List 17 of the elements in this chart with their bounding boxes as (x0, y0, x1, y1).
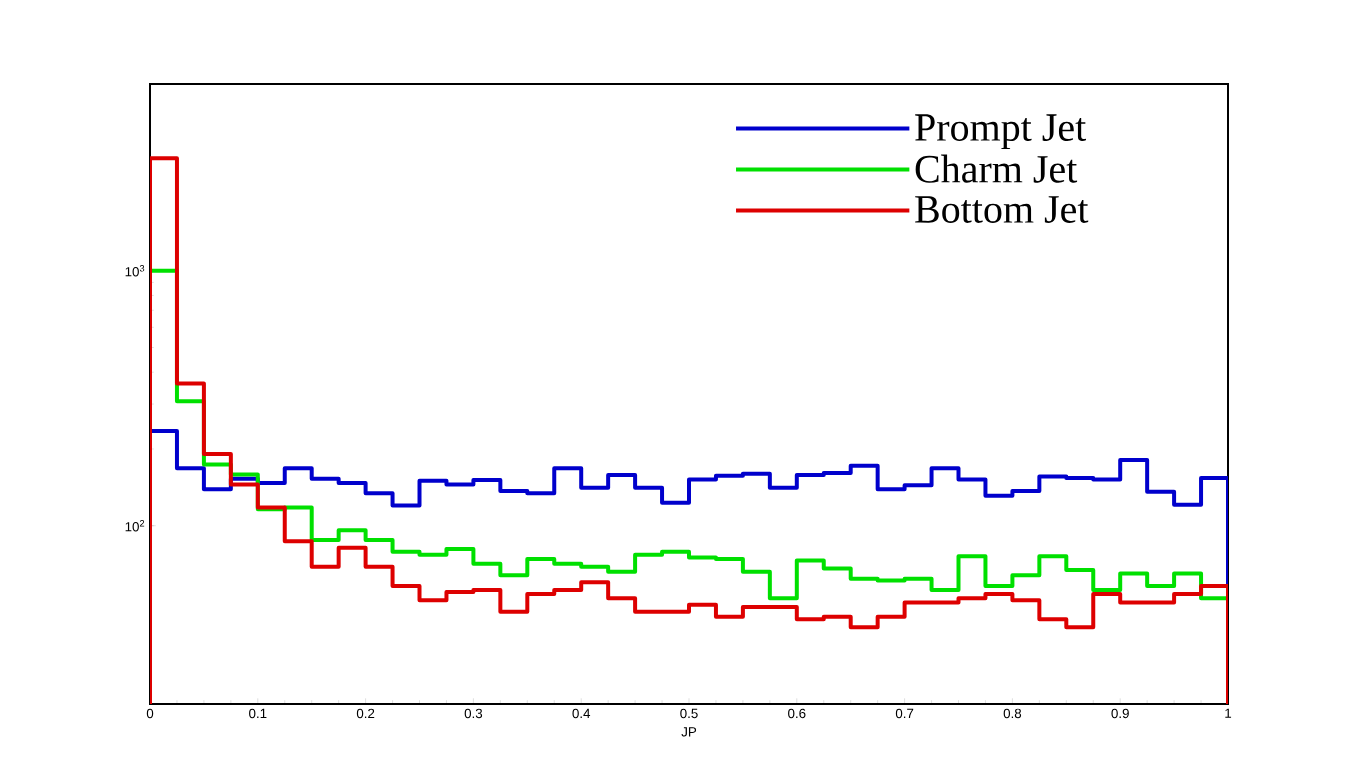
x-tick-label: 1 (1225, 708, 1232, 718)
x-axis-title: JP (681, 727, 697, 737)
x-tick-label: 0.5 (680, 708, 698, 719)
legend-label: Prompt Jet (915, 114, 1087, 150)
x-tick-label: 0.3 (464, 708, 483, 719)
x-tick-label: 0.1 (249, 708, 267, 719)
y-tick-label: 10$^{2}$ (125, 520, 145, 532)
x-tick-label: 0.4 (572, 708, 591, 719)
x-tick-label: 0.8 (1003, 708, 1022, 719)
x-tick-label: 0.6 (788, 708, 806, 719)
x-tick-label: 0 (146, 708, 154, 719)
y-tick-label: 10$^{3}$ (125, 265, 145, 277)
x-tick-label: 0.2 (356, 708, 375, 719)
x-tick-label: 0.9 (1111, 708, 1129, 719)
legend-label: Charm Jet (915, 154, 1078, 183)
legend-label: Bottom Jet (915, 196, 1089, 223)
x-tick-label: 0.7 (895, 708, 914, 719)
